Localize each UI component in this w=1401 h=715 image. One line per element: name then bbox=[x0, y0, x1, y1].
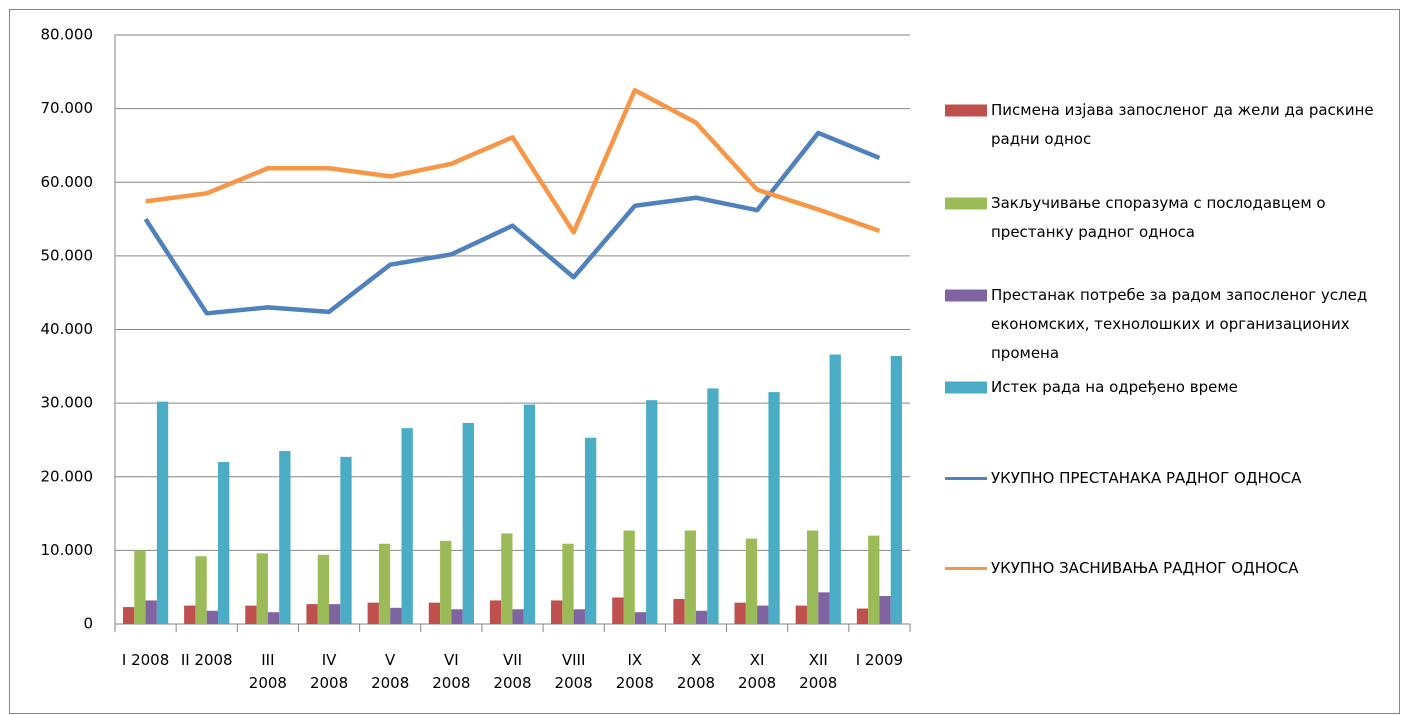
bar bbox=[306, 604, 318, 624]
legend-label: УКУПНО ЗАСНИВАЊА РАДНОГ ОДНОСА bbox=[991, 559, 1299, 577]
y-tick-label: 70.000 bbox=[41, 99, 94, 117]
bar bbox=[684, 530, 696, 624]
x-tick-label: III 2008 bbox=[248, 651, 287, 692]
legend-label: Престанак потребе за радом запосленог ус… bbox=[991, 286, 1368, 362]
bar bbox=[428, 602, 441, 624]
bar bbox=[195, 556, 207, 624]
bar bbox=[184, 605, 196, 624]
x-tick-label: X 2008 bbox=[676, 651, 716, 692]
bar bbox=[256, 553, 268, 624]
bar bbox=[573, 609, 585, 624]
bar bbox=[367, 602, 379, 624]
bar bbox=[695, 610, 708, 624]
bar bbox=[890, 356, 903, 624]
bar bbox=[745, 538, 758, 624]
bar bbox=[134, 550, 146, 624]
bar bbox=[401, 428, 413, 624]
x-tick-label: V 2008 bbox=[371, 651, 410, 692]
x-tick-label: I 2009 bbox=[855, 651, 904, 669]
legend-swatch bbox=[945, 289, 987, 302]
bar bbox=[122, 607, 135, 624]
bar bbox=[868, 535, 880, 624]
bar bbox=[462, 423, 474, 624]
y-tick-label: 40.000 bbox=[41, 320, 94, 338]
y-tick-label: 30.000 bbox=[41, 394, 94, 412]
x-tick-label: XI 2008 bbox=[738, 651, 777, 692]
bar bbox=[673, 598, 685, 624]
bar bbox=[551, 600, 563, 624]
bar bbox=[734, 602, 746, 624]
bar bbox=[390, 607, 402, 624]
legend-label: УКУПНО ПРЕСТАНАКА РАДНОГ ОДНОСА bbox=[991, 469, 1302, 487]
bar bbox=[329, 604, 341, 624]
bar bbox=[707, 388, 719, 624]
bar bbox=[768, 392, 780, 624]
bar bbox=[818, 592, 830, 624]
x-tick-label: II 2008 bbox=[180, 651, 233, 669]
y-tick-label: 0 bbox=[83, 615, 93, 633]
x-tick-label: I 2008 bbox=[121, 651, 170, 669]
x-tick-label: VII 2008 bbox=[493, 651, 532, 692]
legend-label: Истек рада на одређено време bbox=[991, 378, 1238, 396]
bar bbox=[489, 600, 502, 624]
y-tick-label: 10.000 bbox=[41, 541, 94, 559]
chart-border bbox=[9, 9, 1400, 714]
bar bbox=[451, 609, 463, 624]
line-series bbox=[143, 130, 881, 316]
y-tick-label: 50.000 bbox=[41, 246, 94, 264]
x-tick-label: VI 2008 bbox=[432, 651, 471, 692]
bar bbox=[757, 605, 769, 624]
bar bbox=[562, 543, 574, 624]
legend-label: Закључивање споразума с послодавцем о пр… bbox=[991, 194, 1326, 241]
x-tick-label: IX 2008 bbox=[615, 651, 654, 692]
bar bbox=[646, 400, 658, 624]
bar bbox=[512, 609, 524, 624]
bar bbox=[245, 605, 257, 624]
bar bbox=[340, 456, 352, 624]
bar bbox=[856, 608, 869, 624]
bar bbox=[145, 600, 157, 624]
bar bbox=[584, 437, 597, 624]
bar bbox=[267, 612, 280, 624]
x-tick-label: VIII 2008 bbox=[554, 651, 593, 692]
bar bbox=[829, 354, 841, 624]
bar bbox=[634, 612, 647, 624]
line-series bbox=[145, 87, 881, 235]
bar bbox=[795, 605, 807, 624]
bar bbox=[218, 462, 230, 624]
bar bbox=[440, 540, 452, 624]
bar bbox=[623, 530, 635, 624]
bar bbox=[378, 543, 391, 624]
bar bbox=[501, 533, 513, 624]
legend-swatch bbox=[945, 197, 987, 210]
x-tick-label: XII 2008 bbox=[799, 651, 838, 692]
bar bbox=[206, 610, 219, 624]
y-tick-label: 60.000 bbox=[41, 173, 94, 191]
bar bbox=[317, 554, 330, 624]
bar bbox=[612, 597, 624, 624]
y-tick-label: 20.000 bbox=[41, 467, 94, 485]
bar bbox=[279, 450, 291, 624]
bar bbox=[879, 596, 891, 624]
y-tick-label: 80.000 bbox=[41, 26, 94, 44]
legend-label: Писмена изјава запосленог да жели да рас… bbox=[991, 101, 1374, 148]
bar bbox=[156, 401, 169, 624]
legend-swatch bbox=[945, 104, 987, 117]
legend-swatch bbox=[945, 381, 987, 394]
bar bbox=[806, 530, 819, 624]
x-tick-label: IV 2008 bbox=[309, 651, 349, 692]
bar bbox=[523, 404, 536, 624]
